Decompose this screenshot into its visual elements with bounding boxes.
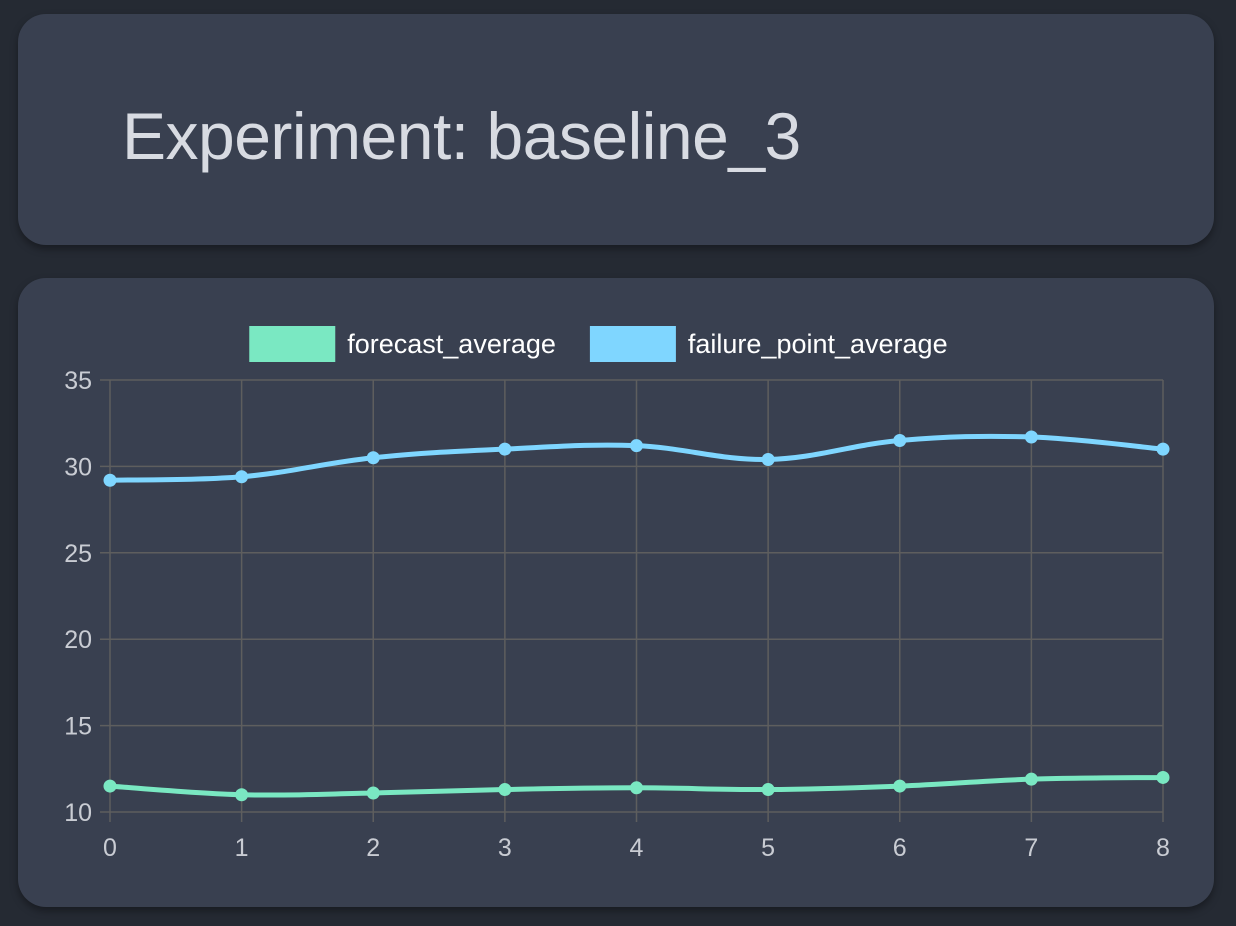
- x-tick-label: 8: [1156, 834, 1170, 862]
- forecast_average-point: [630, 781, 643, 795]
- y-tick-label: 10: [64, 799, 92, 827]
- failure_point_average-point: [498, 442, 512, 456]
- forecast_average-point: [761, 783, 775, 797]
- forecast_average-point: [235, 788, 249, 802]
- y-tick-label: 25: [64, 540, 92, 568]
- x-tick-label: 1: [235, 834, 249, 862]
- failure_point_average-point: [1024, 430, 1038, 444]
- x-tick-label: 2: [366, 834, 380, 862]
- forecast_average-point: [1156, 770, 1170, 784]
- line-chart: 10 15 20 25 30 35 0 1 2 3 4 5 6 7 8 forecast_average fai…: [64, 326, 1170, 862]
- y-tick-label: 20: [64, 626, 92, 654]
- y-tick-label: 15: [64, 713, 92, 741]
- y-tick-label: 30: [64, 453, 92, 481]
- failure_point_average-point: [366, 451, 380, 465]
- y-tick-label: 35: [64, 367, 92, 395]
- x-tick-label: 4: [630, 834, 644, 862]
- x-tick-label: 6: [893, 834, 907, 862]
- failure_point_average-point: [761, 452, 775, 466]
- chart-card: 10 15 20 25 30 35 0 1 2 3 4 5 6 7 8 forecast_average fai…: [18, 278, 1214, 907]
- page-title: Experiment: baseline_3: [122, 99, 801, 173]
- failure_point_average-point: [103, 473, 117, 487]
- legend-swatch-forecast_average: [249, 326, 336, 362]
- forecast_average-point: [893, 779, 907, 793]
- failure_point_average-point: [1156, 442, 1170, 456]
- title-card: Experiment: baseline_3: [18, 14, 1214, 245]
- x-tick-label: 0: [103, 834, 117, 862]
- x-tick-label: 7: [1024, 834, 1038, 862]
- legend-label-failure_point_average: failure_point_average: [688, 329, 948, 359]
- forecast_average-point: [1024, 772, 1038, 786]
- x-tick-label: 3: [498, 834, 512, 862]
- forecast_average-point: [366, 786, 380, 800]
- legend-swatch-failure_point_average: [589, 326, 676, 362]
- failure_point_average-point: [630, 439, 643, 453]
- forecast_average-point: [103, 779, 117, 793]
- x-tick-label: 5: [761, 834, 775, 862]
- legend-label-forecast_average: forecast_average: [347, 329, 556, 359]
- forecast_average-point: [498, 783, 512, 797]
- failure_point_average-point: [893, 433, 907, 447]
- failure_point_average-point: [235, 470, 249, 484]
